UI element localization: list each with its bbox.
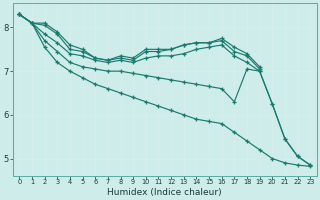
X-axis label: Humidex (Indice chaleur): Humidex (Indice chaleur) <box>108 188 222 197</box>
